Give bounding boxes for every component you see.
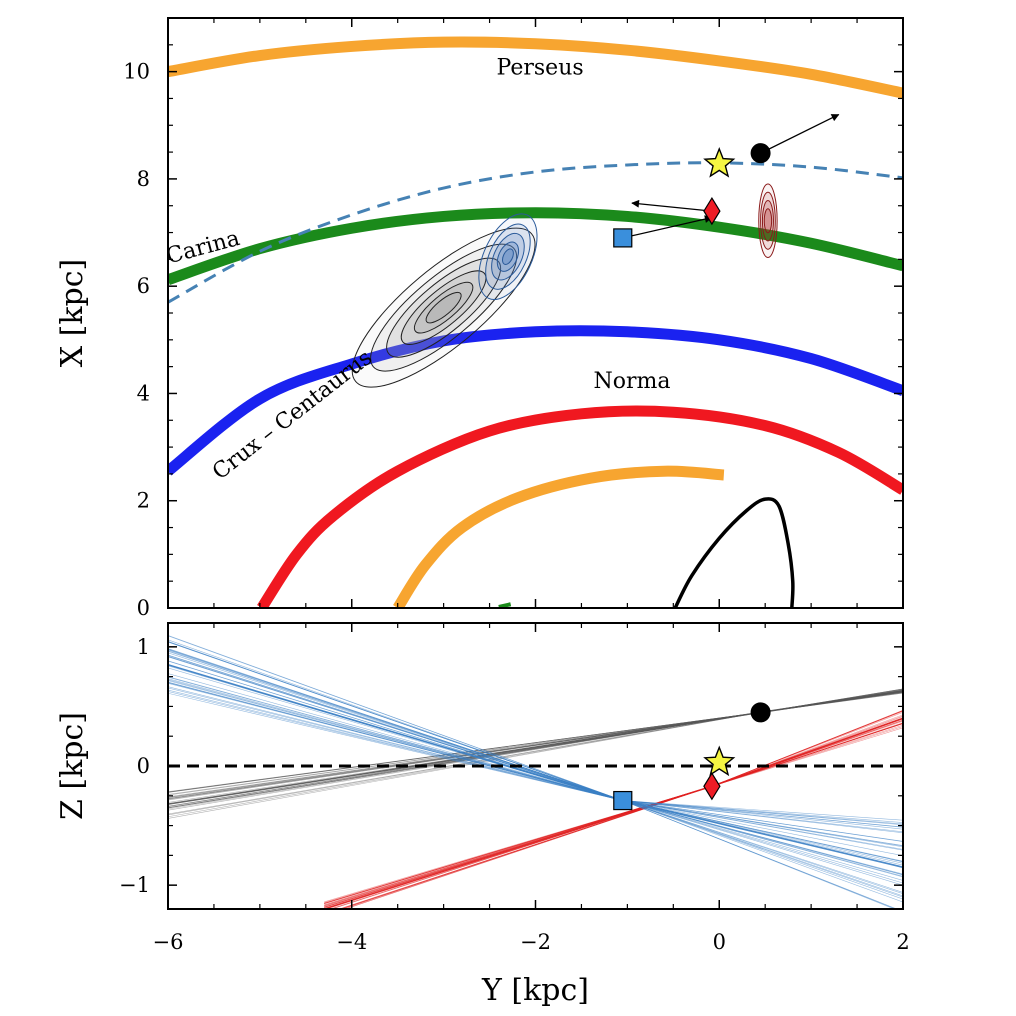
bottom-x-tick-label: −6 — [153, 930, 184, 954]
density-contour — [496, 241, 520, 272]
velocity-arrow — [622, 215, 713, 239]
density-contour — [491, 232, 525, 281]
bottom-square-marker — [613, 790, 633, 811]
density-contour — [485, 223, 531, 290]
top-axis-ticks: 0 2 4 6 8 10 — [123, 17, 904, 620]
density-contour — [478, 213, 538, 301]
trajectory-line — [168, 641, 903, 834]
solar-circle — [168, 161, 903, 304]
trajectory-line — [324, 718, 903, 904]
bottom-plot-area — [168, 635, 903, 909]
density-contour — [413, 281, 474, 334]
density-contour — [425, 291, 462, 324]
top-y-tick-label: 8 — [137, 167, 150, 191]
spiral-arm-crux-centaurus — [168, 325, 903, 476]
bottom-y-tick-label: 1 — [137, 635, 150, 659]
arm-label: Perseus — [497, 55, 584, 80]
density-contour — [758, 183, 778, 258]
bottom-y-tick-label: −1 — [119, 873, 150, 897]
spiral-arm-inner-4 — [393, 465, 725, 608]
density-contour-group — [478, 213, 538, 301]
trajectory-bundle — [168, 635, 903, 909]
density-contour — [351, 227, 536, 388]
bottom-star-marker — [703, 745, 736, 777]
top-star-marker — [703, 146, 736, 178]
spiral-arm-carina — [168, 207, 903, 285]
trajectory-line — [168, 648, 903, 826]
top-square-marker — [613, 228, 633, 248]
top-y-tick-label: 4 — [137, 381, 150, 405]
top-y-tick-label: 10 — [123, 60, 150, 84]
trajectory-line — [168, 635, 903, 821]
arm-fragment — [498, 602, 512, 608]
bottom-x-tick-label: −4 — [336, 930, 367, 954]
spiral-arm-perseus — [168, 36, 903, 99]
density-contour — [763, 208, 773, 234]
spiral-arm-norma — [257, 405, 903, 608]
trajectory-line — [168, 639, 903, 897]
bottom-diamond-marker — [703, 772, 721, 801]
trajectory-line — [168, 656, 903, 828]
top-y-axis-title: X [kpc] — [55, 259, 90, 368]
top-circle-marker — [750, 143, 771, 164]
top-plot-area — [168, 36, 903, 608]
bottom-x-tick-label: 0 — [713, 930, 726, 954]
top-y-tick-label: 2 — [137, 489, 150, 513]
bottom-y-tick-label: 0 — [137, 754, 150, 778]
top-diamond-marker — [703, 196, 721, 226]
bottom-circle-marker — [750, 702, 771, 723]
velocity-arrow — [631, 199, 712, 212]
density-contour — [386, 257, 502, 358]
bottom-panel: −6 −4 −2 0 2 −1 0 1 Z [kpc] Y [kpc] — [55, 622, 910, 1008]
density-contour-group — [758, 183, 778, 258]
bottom-y-axis-title: Z [kpc] — [55, 712, 90, 820]
bottom-x-tick-label: 2 — [896, 930, 909, 954]
orbit-curve — [673, 497, 795, 608]
velocity-arrow — [760, 113, 840, 154]
density-contour — [370, 243, 518, 372]
bottom-x-tick-label: −2 — [520, 930, 551, 954]
top-panel-frame — [167, 17, 904, 609]
bottom-x-axis-title: Y [kpc] — [481, 973, 589, 1008]
trajectory-line — [168, 664, 897, 909]
density-contour — [502, 248, 514, 265]
density-contour — [400, 270, 487, 345]
bottom-axis-ticks: −6 −4 −2 0 2 −1 0 1 — [119, 623, 910, 954]
density-contour — [761, 200, 774, 242]
trajectory-line — [168, 660, 903, 851]
arm-label: Norma — [593, 369, 670, 394]
density-contour-group — [351, 227, 536, 388]
top-y-tick-label: 6 — [137, 274, 150, 298]
top-y-tick-label: 0 — [137, 596, 150, 620]
